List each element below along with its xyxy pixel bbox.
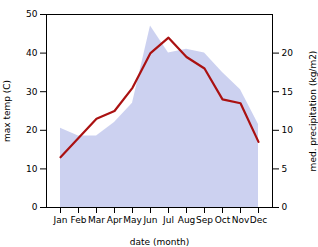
svg-text:5: 5	[282, 164, 288, 174]
svg-text:Oct: Oct	[215, 215, 231, 225]
svg-text:med. precipitation (kg/m2): med. precipitation (kg/m2)	[308, 51, 318, 172]
svg-text:40: 40	[26, 48, 38, 58]
svg-text:Feb: Feb	[71, 215, 87, 225]
svg-text:May: May	[123, 215, 142, 225]
svg-text:Mar: Mar	[88, 215, 105, 225]
svg-text:Apr: Apr	[107, 215, 123, 225]
svg-text:Dec: Dec	[250, 215, 267, 225]
svg-text:20: 20	[282, 48, 294, 58]
svg-text:50: 50	[26, 9, 38, 19]
svg-text:date (month): date (month)	[130, 237, 189, 247]
svg-text:10: 10	[26, 164, 38, 174]
svg-text:0: 0	[282, 202, 288, 212]
svg-text:Nov: Nov	[232, 215, 250, 225]
svg-text:15: 15	[282, 87, 293, 97]
svg-text:10: 10	[282, 125, 294, 135]
svg-text:Aug: Aug	[178, 215, 196, 225]
svg-text:Sep: Sep	[196, 215, 213, 225]
svg-text:30: 30	[26, 87, 38, 97]
svg-text:20: 20	[26, 125, 38, 135]
svg-text:0: 0	[32, 202, 38, 212]
svg-text:Jun: Jun	[142, 215, 157, 225]
svg-text:Jan: Jan	[53, 215, 68, 225]
svg-text:max temp (C): max temp (C)	[2, 80, 12, 142]
svg-text:Jul: Jul	[162, 215, 174, 225]
